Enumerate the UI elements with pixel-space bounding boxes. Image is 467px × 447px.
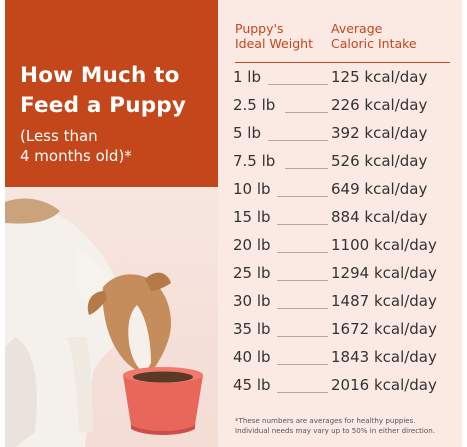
- weight-cell: 15 lb: [233, 208, 271, 226]
- title-line-2: Feed a Puppy: [20, 93, 187, 118]
- weight-cell: 45 lb: [233, 376, 271, 394]
- table-row: 15 lb 884 kcal/day: [233, 208, 458, 228]
- leader-line: [285, 168, 328, 169]
- puppy-front-leg: [67, 337, 93, 432]
- puppy-ear-right: [145, 272, 171, 291]
- subtitle-line-1: (Less than: [20, 127, 98, 145]
- leader-line: [277, 308, 328, 309]
- weight-cell: 5 lb: [233, 124, 262, 142]
- infographic-title: How Much to Feed a Puppy: [20, 61, 216, 121]
- feeding-table: Puppy's Ideal Weight Average Caloric Int…: [218, 0, 462, 447]
- table-row: 45 lb 2016 kcal/day: [233, 376, 458, 396]
- infographic: How Much to Feed a Puppy (Less than 4 mo…: [5, 0, 462, 447]
- puppy-back-patch: [5, 198, 60, 224]
- table-row: 35 lb 1672 kcal/day: [233, 320, 458, 340]
- puppy-illustration: [5, 198, 203, 447]
- leader-line: [285, 112, 328, 113]
- weight-cell: 30 lb: [233, 292, 271, 310]
- leader-line: [268, 140, 328, 141]
- weight-column-header: Puppy's Ideal Weight: [235, 21, 313, 51]
- calories-cell: 2016 kcal/day: [331, 376, 437, 394]
- table-row: 7.5 lb 526 kcal/day: [233, 152, 458, 172]
- subtitle-line-2: 4 months old)*: [20, 147, 132, 165]
- puppy-ear-left: [87, 291, 107, 315]
- leader-line: [277, 280, 328, 281]
- weight-cell: 25 lb: [233, 264, 271, 282]
- title-banner: How Much to Feed a Puppy (Less than 4 mo…: [5, 0, 218, 187]
- table-row: 20 lb 1100 kcal/day: [233, 236, 458, 256]
- table-row: 10 lb 649 kcal/day: [233, 180, 458, 200]
- calories-cell: 1843 kcal/day: [331, 348, 437, 366]
- weight-cell: 10 lb: [233, 180, 271, 198]
- calories-cell: 1100 kcal/day: [331, 236, 437, 254]
- leader-line: [277, 392, 328, 393]
- table-row: 5 lb 392 kcal/day: [233, 124, 458, 144]
- weight-cell: 7.5 lb: [233, 152, 276, 170]
- footnote-line-2: Individual needs may vary up to 50% in e…: [235, 426, 435, 435]
- calories-cell: 1487 kcal/day: [331, 292, 437, 310]
- weight-cell: 2.5 lb: [233, 96, 276, 114]
- title-line-1: How Much to: [20, 63, 180, 88]
- calories-header-line-2: Caloric Intake: [331, 36, 417, 51]
- weight-header-line-1: Puppy's: [235, 21, 284, 36]
- calories-column-header: Average Caloric Intake: [331, 21, 417, 51]
- table-row: 30 lb 1487 kcal/day: [233, 292, 458, 312]
- calories-cell: 392 kcal/day: [331, 124, 428, 142]
- footnote-line-1: *These numbers are averages for healthy …: [235, 416, 416, 425]
- table-row: 25 lb 1294 kcal/day: [233, 264, 458, 284]
- leader-line: [268, 84, 328, 85]
- food-bowl: [123, 372, 203, 431]
- calories-cell: 125 kcal/day: [331, 68, 428, 86]
- calories-cell: 649 kcal/day: [331, 180, 428, 198]
- weight-cell: 20 lb: [233, 236, 271, 254]
- leader-line: [277, 252, 328, 253]
- table-row: 2.5 lb 226 kcal/day: [233, 96, 458, 116]
- leader-line: [277, 196, 328, 197]
- infographic-subtitle: (Less than 4 months old)*: [20, 126, 210, 166]
- weight-cell: 40 lb: [233, 348, 271, 366]
- weight-header-line-2: Ideal Weight: [235, 36, 313, 51]
- calories-cell: 884 kcal/day: [331, 208, 428, 226]
- table-row: 40 lb 1843 kcal/day: [233, 348, 458, 368]
- leader-line: [277, 336, 328, 337]
- calories-cell: 526 kcal/day: [331, 152, 428, 170]
- leader-line: [277, 364, 328, 365]
- weight-cell: 35 lb: [233, 320, 271, 338]
- weight-cell: 1 lb: [233, 68, 262, 86]
- leader-line: [277, 224, 328, 225]
- table-row: 1 lb 125 kcal/day: [233, 68, 458, 88]
- footnote: *These numbers are averages for healthy …: [235, 416, 462, 436]
- calories-cell: 1672 kcal/day: [331, 320, 437, 338]
- calories-header-line-1: Average: [331, 21, 383, 36]
- header-divider: [235, 62, 450, 63]
- calories-cell: 226 kcal/day: [331, 96, 428, 114]
- puppy-eating-photo: [5, 187, 218, 447]
- calories-cell: 1294 kcal/day: [331, 264, 437, 282]
